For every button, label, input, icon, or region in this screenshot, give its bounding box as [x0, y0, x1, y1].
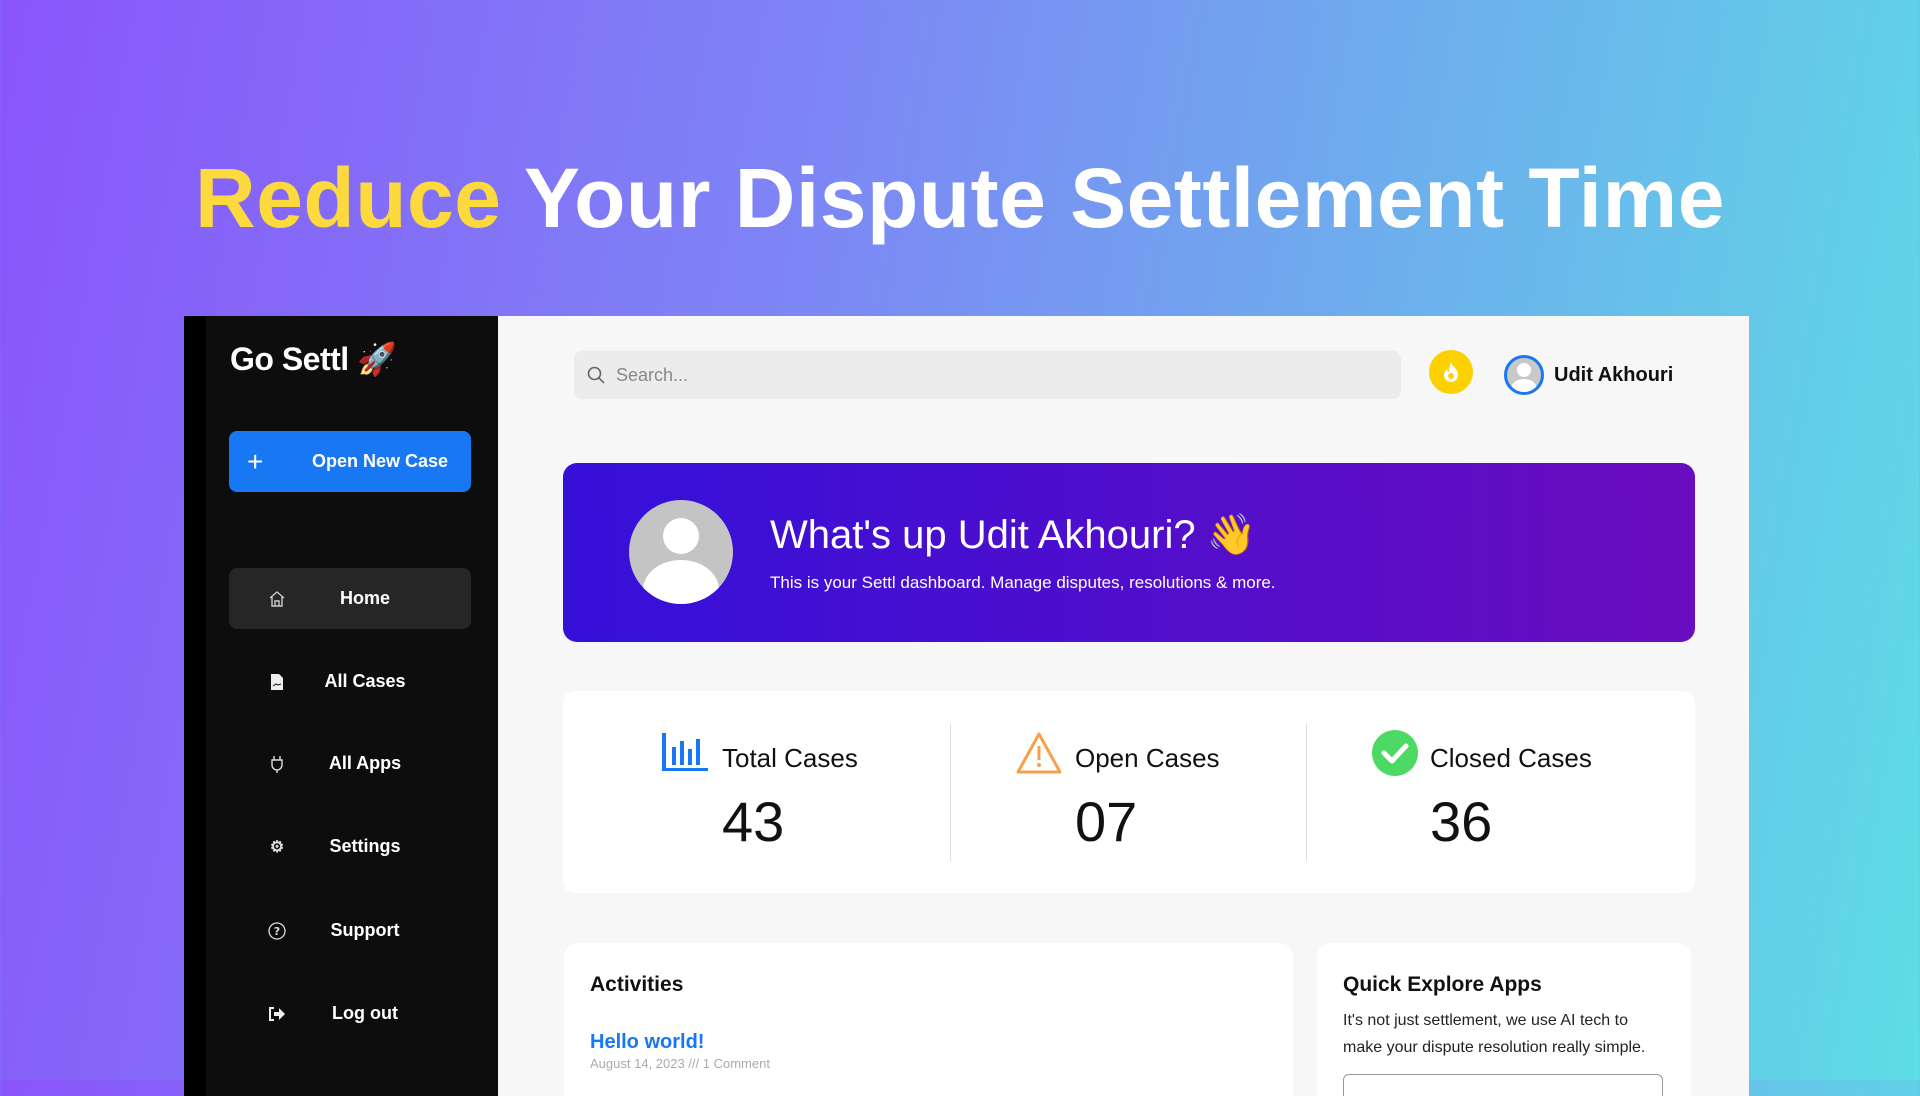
svg-text:?: ?	[274, 925, 280, 938]
stat-label: Total Cases	[722, 743, 858, 773]
sidebar-item-label: All Cases	[324, 671, 406, 691]
logout-icon	[267, 1004, 287, 1024]
search-icon	[587, 366, 605, 384]
search-placeholder: Search...	[616, 364, 689, 385]
flame-icon[interactable]	[1429, 350, 1473, 394]
search-input[interactable]: Search...	[574, 351, 1401, 399]
quick-explore-card: Quick Explore Apps It's not just settlem…	[1317, 943, 1691, 1096]
stats-card: Total Cases 43 Open Cases 07 Closed Case…	[563, 691, 1695, 893]
avatar	[629, 500, 733, 604]
logo[interactable]: Go Settl 🚀	[230, 340, 397, 378]
sidebar-item-support[interactable]: ? Support	[229, 900, 471, 961]
avatar	[1504, 355, 1544, 395]
quick-apps-title: Quick Explore Apps	[1343, 973, 1542, 996]
plus-icon: +	[247, 445, 264, 477]
user-menu[interactable]: Udit Akhouri	[1504, 355, 1673, 395]
greeting: What's up Udit Akhouri? 👋	[770, 513, 1257, 557]
sidebar-item-home[interactable]: Home	[229, 568, 471, 629]
sidebar-item-label: Home	[339, 588, 390, 608]
sidebar-item-all-apps[interactable]: All Apps	[229, 733, 471, 794]
open-new-case-label: Open New Case	[312, 451, 449, 471]
activities-card: Activities Hello world! August 14, 2023 …	[564, 943, 1293, 1096]
post-meta: August 14, 2023 /// 1 Comment	[590, 1056, 770, 1071]
bar-chart-icon	[662, 733, 708, 771]
stat-value: 43	[722, 790, 785, 853]
banner-subtitle: This is your Settl dashboard. Manage dis…	[770, 573, 1276, 592]
sidebar-item-all-cases[interactable]: All Cases	[229, 651, 471, 712]
headline-highlight: Reduce	[195, 151, 502, 245]
headline: Reduce Your Dispute Settlement Time	[0, 150, 1920, 247]
explore-button[interactable]	[1343, 1074, 1663, 1096]
home-icon	[267, 589, 287, 609]
divider	[1306, 724, 1307, 861]
sidebar: Go Settl 🚀 + Open New Case Home All Cases…	[184, 316, 498, 1096]
app-window: Go Settl 🚀 + Open New Case Home All Cases…	[184, 316, 1749, 1096]
stat-label: Open Cases	[1075, 743, 1220, 773]
stat-label: Closed Cases	[1430, 743, 1592, 773]
open-new-case-button[interactable]: + Open New Case	[229, 431, 471, 492]
document-icon	[267, 672, 287, 692]
warning-icon	[1016, 732, 1062, 774]
logo-text: Go Settl	[230, 341, 349, 377]
sidebar-item-label: Support	[330, 920, 400, 940]
sidebar-item-label: Log out	[332, 1003, 398, 1023]
plug-icon	[267, 754, 287, 774]
post-link[interactable]: Hello world!	[590, 1031, 705, 1053]
gear-icon: ⚙	[269, 838, 285, 856]
user-name: Udit Akhouri	[1554, 363, 1674, 386]
sidebar-item-label: All Apps	[328, 753, 402, 773]
headline-rest: Your Dispute Settlement Time	[523, 151, 1725, 245]
rocket-icon: 🚀	[357, 341, 397, 377]
activities-title: Activities	[590, 973, 684, 996]
sidebar-item-label: Settings	[329, 836, 401, 856]
check-circle-icon	[1372, 730, 1418, 776]
stat-value: 36	[1430, 790, 1493, 853]
stat-value: 07	[1075, 790, 1138, 853]
divider	[950, 724, 951, 861]
quick-apps-description: It's not just settlement, we use AI tech…	[1343, 1012, 1646, 1056]
sidebar-item-log-out[interactable]: Log out	[229, 983, 471, 1044]
welcome-banner: What's up Udit Akhouri? 👋 This is your S…	[563, 463, 1695, 642]
sidebar-item-settings[interactable]: ⚙ Settings	[229, 816, 471, 877]
help-icon: ?	[267, 921, 287, 941]
